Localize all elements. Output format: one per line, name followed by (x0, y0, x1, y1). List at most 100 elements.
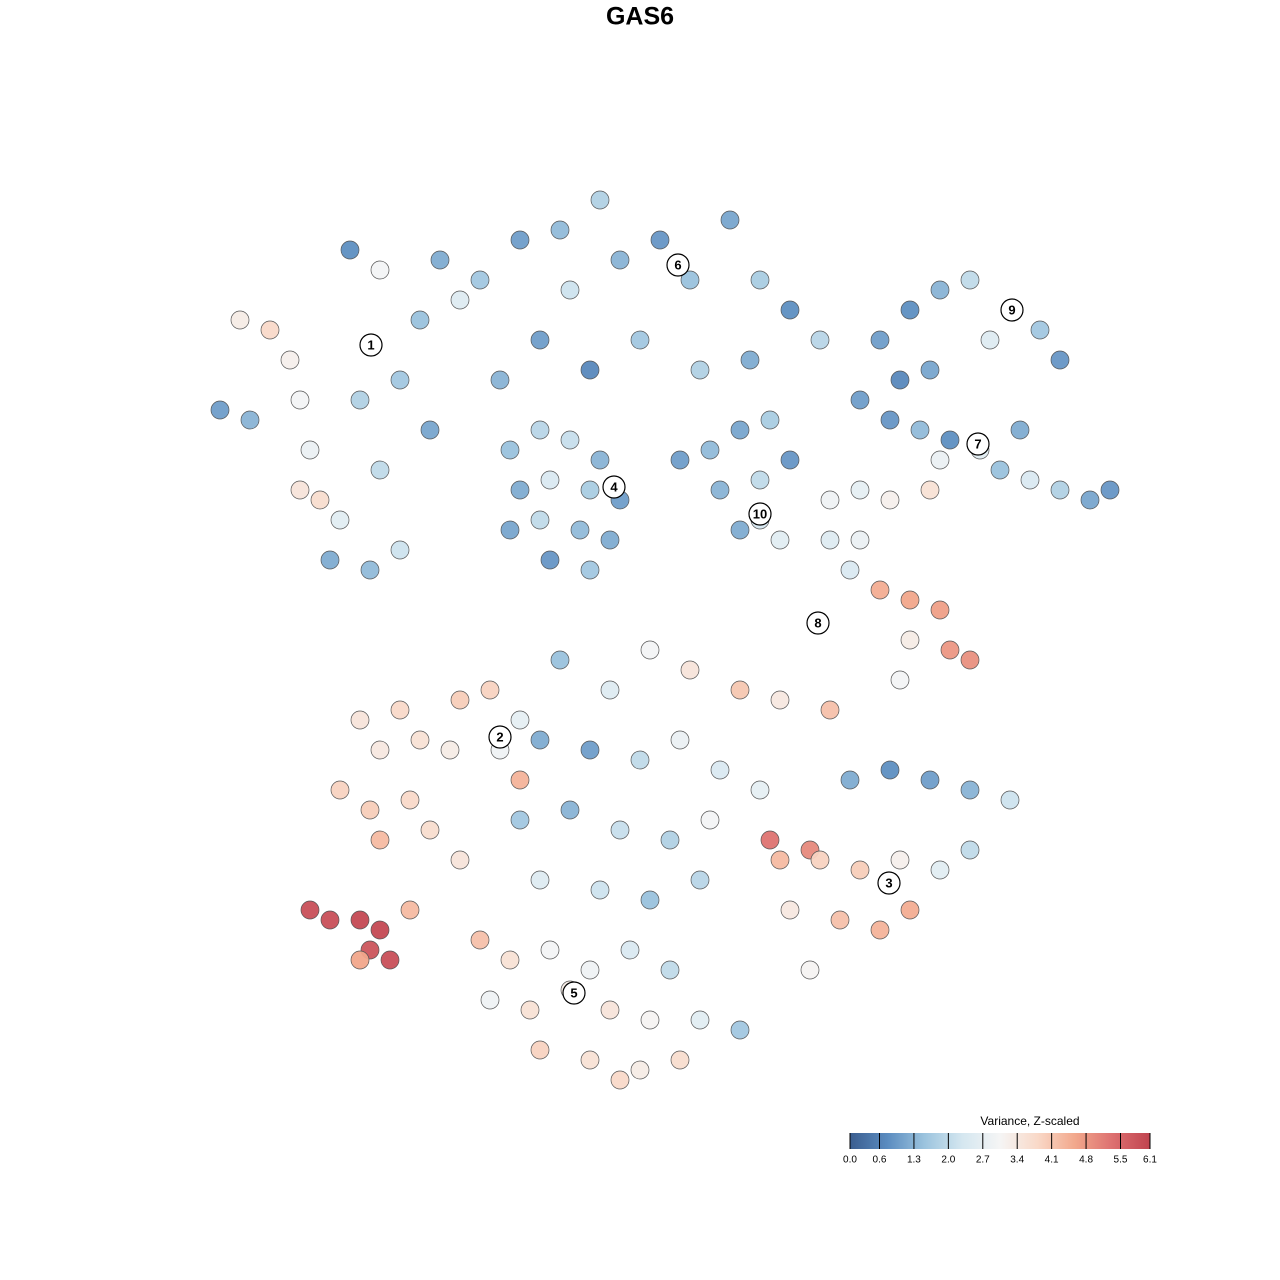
point (850, 860, 870, 880)
cluster-label: 2 (496, 729, 503, 744)
point (450, 850, 470, 870)
point (810, 330, 830, 350)
point (850, 530, 870, 550)
point (680, 660, 700, 680)
point (700, 810, 720, 830)
point (580, 560, 600, 580)
points (210, 190, 1120, 1090)
point (580, 1050, 600, 1070)
point (510, 770, 530, 790)
colorbar-gradient (850, 1133, 1150, 1149)
point (710, 760, 730, 780)
point (560, 280, 580, 300)
point (940, 430, 960, 450)
colorbar-tick-label: 4.8 (1079, 1155, 1093, 1166)
point (370, 920, 390, 940)
point (340, 240, 360, 260)
colorbar-tick-label: 3.4 (1010, 1155, 1024, 1166)
point (360, 800, 380, 820)
cluster-marker (359, 333, 383, 357)
point (610, 1070, 630, 1090)
point (770, 530, 790, 550)
point (390, 540, 410, 560)
cluster-label: 6 (674, 257, 681, 272)
point (710, 480, 730, 500)
point (320, 550, 340, 570)
point (500, 440, 520, 460)
point (850, 390, 870, 410)
point (580, 740, 600, 760)
point (820, 490, 840, 510)
point (510, 810, 530, 830)
point (540, 550, 560, 570)
point (880, 760, 900, 780)
point (510, 480, 530, 500)
point (880, 410, 900, 430)
point (750, 780, 770, 800)
point (800, 960, 820, 980)
point (730, 680, 750, 700)
point (360, 560, 380, 580)
point (390, 700, 410, 720)
point (1100, 480, 1120, 500)
point (940, 640, 960, 660)
point (590, 450, 610, 470)
colorbar-tick-label: 2.0 (941, 1155, 955, 1166)
chart-title: GAS6 (606, 3, 674, 31)
point (900, 300, 920, 320)
colorbar-tick-label: 0.6 (873, 1155, 887, 1166)
point (480, 680, 500, 700)
point (540, 470, 560, 490)
point (300, 440, 320, 460)
point (600, 530, 620, 550)
point (490, 370, 510, 390)
point (440, 740, 460, 760)
point (660, 830, 680, 850)
point (820, 530, 840, 550)
point (500, 950, 520, 970)
point (910, 420, 930, 440)
point (530, 510, 550, 530)
point (740, 350, 760, 370)
point (530, 420, 550, 440)
point (330, 510, 350, 530)
point (730, 520, 750, 540)
point (890, 670, 910, 690)
point (870, 920, 890, 940)
point (390, 370, 410, 390)
point (560, 430, 580, 450)
point (500, 520, 520, 540)
point (930, 860, 950, 880)
point (780, 900, 800, 920)
point (900, 630, 920, 650)
cluster-marker (562, 981, 586, 1005)
point (260, 320, 280, 340)
point (240, 410, 260, 430)
cluster-label: 4 (610, 479, 618, 494)
point (550, 650, 570, 670)
point (310, 490, 330, 510)
point (920, 360, 940, 380)
point (920, 480, 940, 500)
point (1030, 320, 1050, 340)
point (290, 390, 310, 410)
point (480, 990, 500, 1010)
point (820, 700, 840, 720)
point (730, 1020, 750, 1040)
point (880, 490, 900, 510)
colorbar: Variance, Z-scaled 0.0 0.6 1.3 2.0 2.7 3.4 4.1… (843, 1114, 1157, 1165)
colorbar-tick-label: 1.3 (907, 1155, 921, 1166)
point (770, 690, 790, 710)
point (580, 480, 600, 500)
point (630, 1060, 650, 1080)
point (760, 830, 780, 850)
point (640, 640, 660, 660)
point (1050, 480, 1070, 500)
point (550, 220, 570, 240)
point (660, 960, 680, 980)
point (840, 770, 860, 790)
point (640, 890, 660, 910)
cluster-label: 1 (367, 337, 374, 352)
point (840, 560, 860, 580)
